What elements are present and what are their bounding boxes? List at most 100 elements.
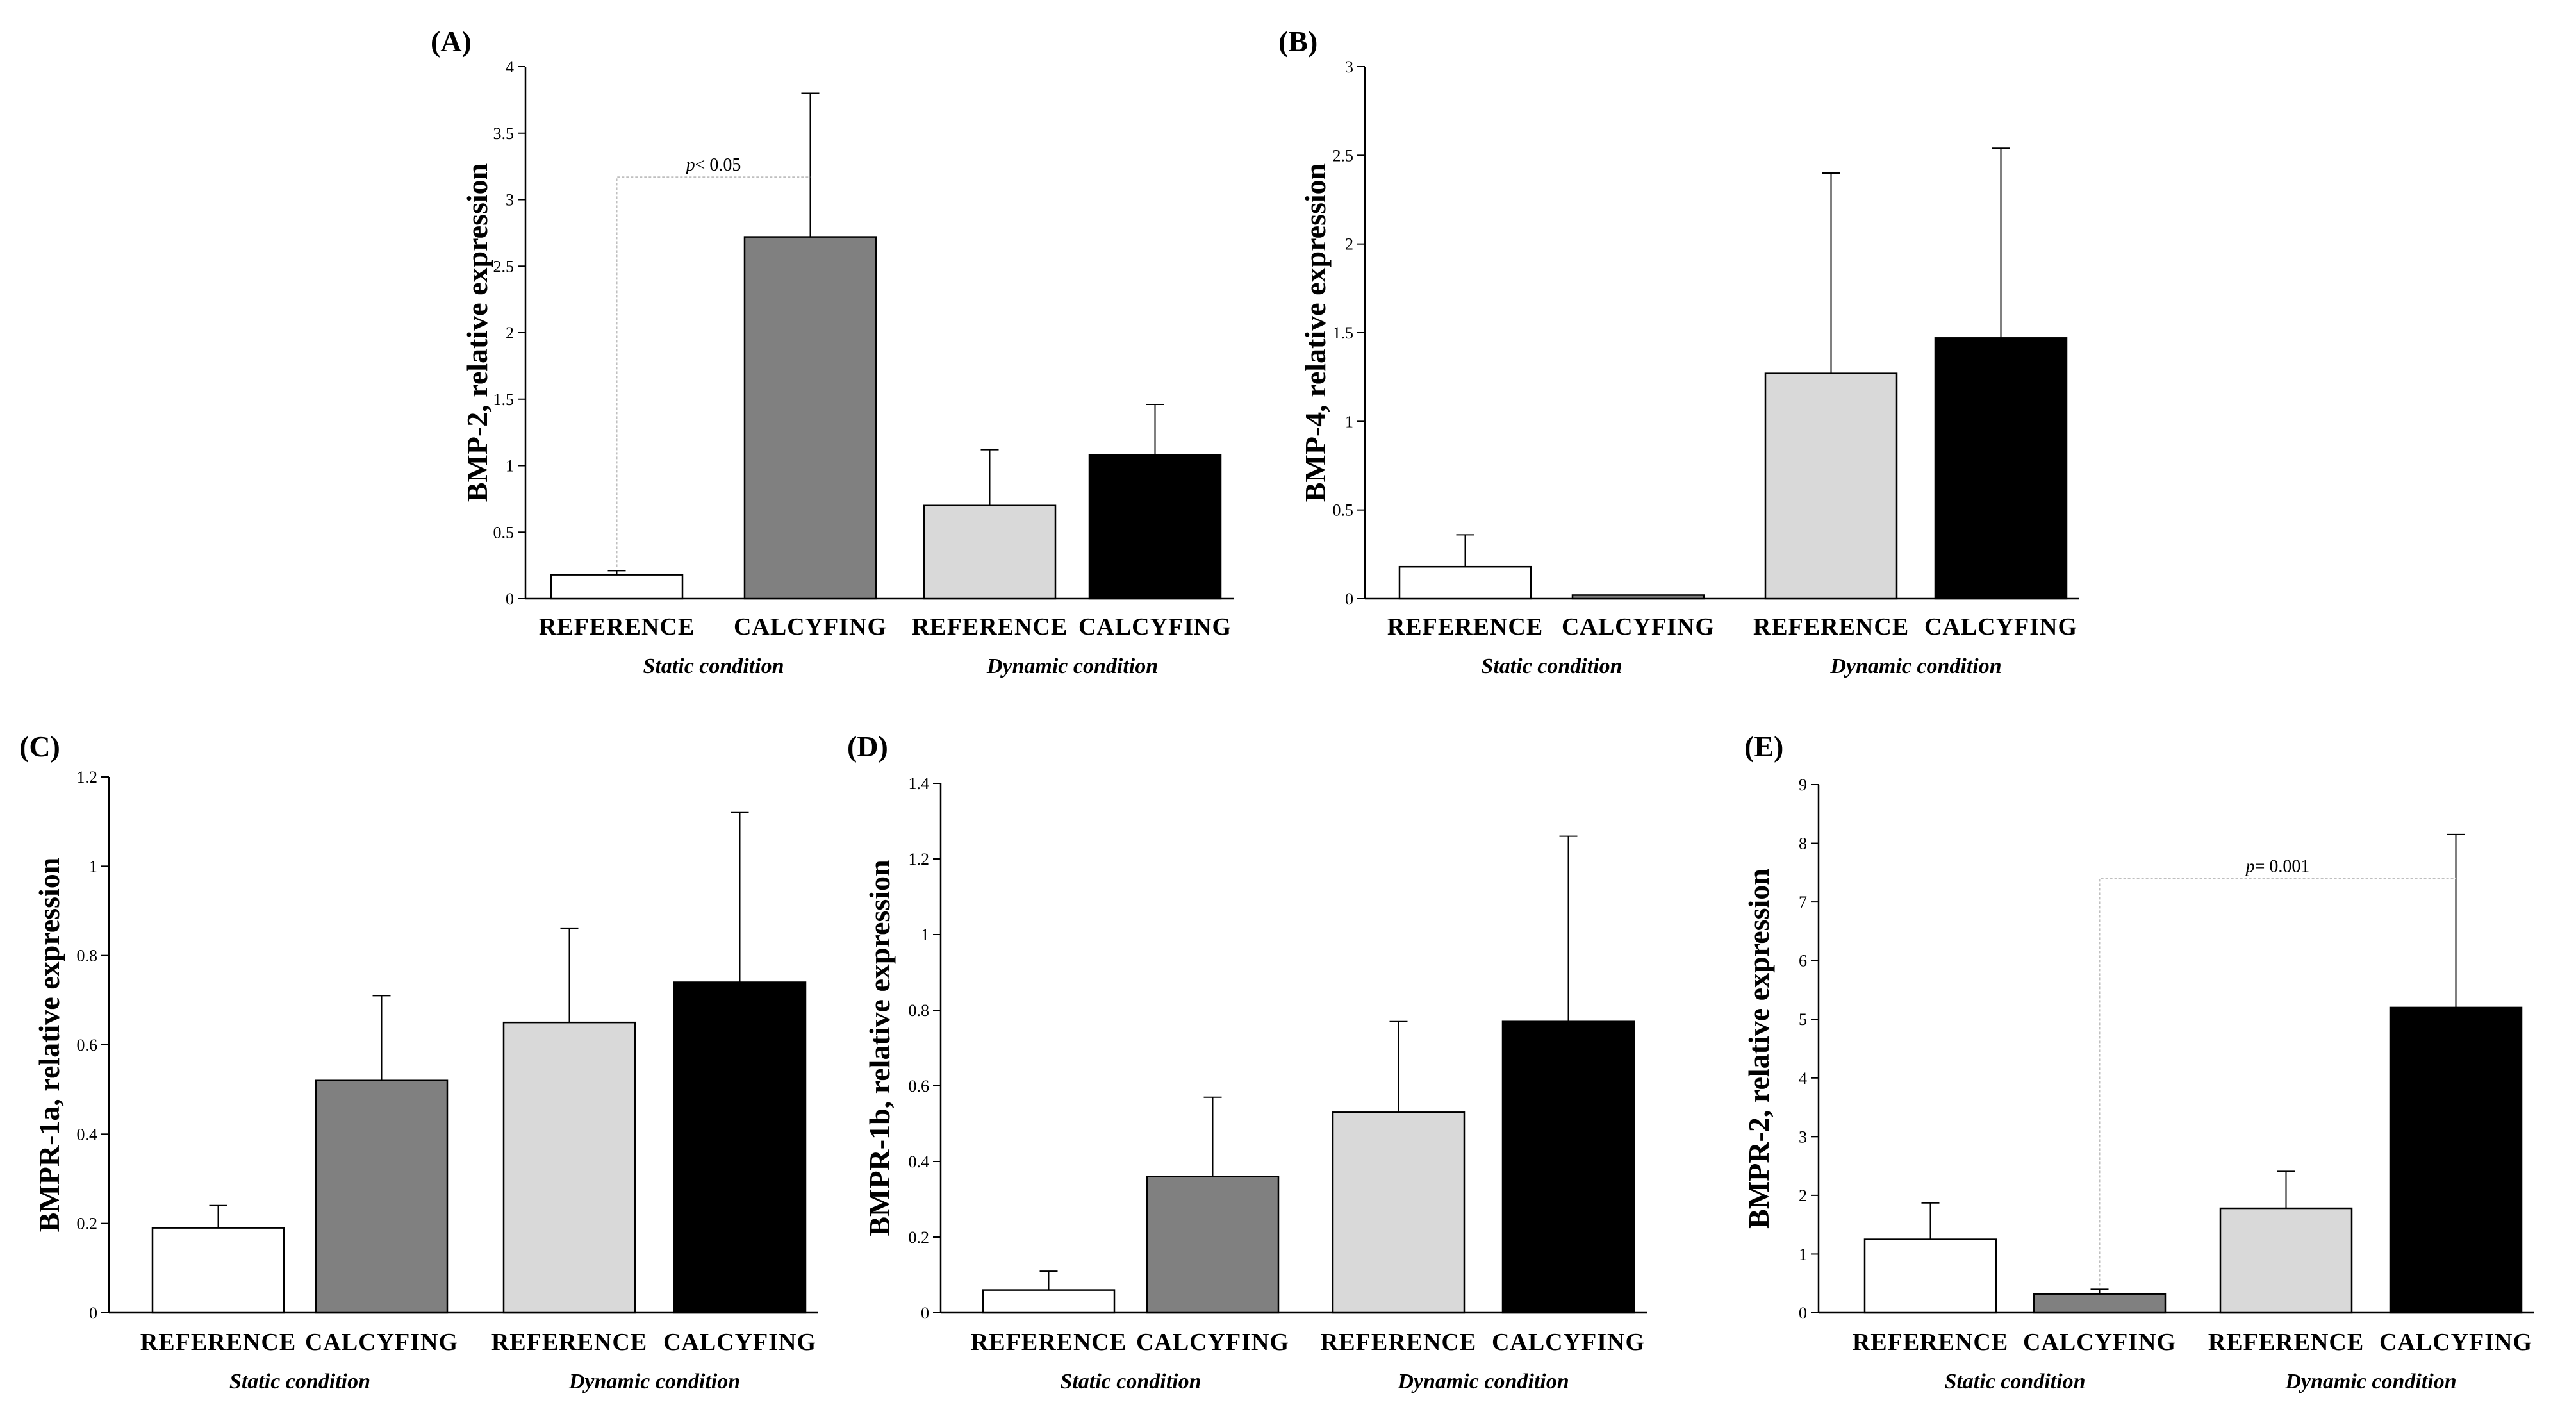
panel-d: (D) BMPR-1b, relative expression 0 0.2 0.4 0.…	[847, 730, 1647, 1393]
y-tick-label: 3	[506, 191, 514, 210]
group-label-static: Static condition	[229, 1370, 370, 1393]
y-tick-label: 1	[506, 457, 514, 476]
y-tick-label: 1.5	[493, 390, 515, 409]
significance-p: p	[2245, 856, 2255, 876]
bar	[743, 236, 877, 600]
y-tick-label: 6	[1799, 952, 1807, 970]
category-label: CALCYFING	[1562, 613, 1715, 640]
bar	[2389, 1006, 2523, 1314]
bar	[315, 1079, 449, 1314]
category-label: REFERENCE	[1853, 1329, 2008, 1356]
significance-label: p= 0.001	[2245, 856, 2310, 876]
y-tick-label: 0.6	[909, 1077, 930, 1095]
category-label: CALCYFING	[305, 1329, 458, 1356]
group-label-static: Static condition	[1060, 1370, 1201, 1393]
panel-letter: (C)	[19, 730, 60, 763]
significance-value: = 0.001	[2255, 856, 2310, 876]
significance-value: < 0.05	[695, 155, 741, 175]
bar	[550, 574, 684, 600]
y-tick-label: 0.4	[909, 1152, 930, 1171]
category-label: CALCYFING	[1924, 613, 2077, 640]
panel-c: (C) BMPR-1a, relative expression 0 0.2 0.4 0.…	[19, 730, 818, 1393]
category-label: CALCYFING	[2023, 1329, 2176, 1356]
y-tick-label: 0.6	[77, 1036, 98, 1054]
y-axis-label: BMP-2, relative expression	[461, 163, 493, 502]
category-label: REFERENCE	[1321, 1329, 1476, 1356]
bar	[2033, 1293, 2167, 1314]
y-tick-label: 4	[1799, 1069, 1807, 1088]
bar	[1571, 594, 1705, 600]
category-label: CALCYFING	[663, 1329, 816, 1356]
y-tick-label: 0.8	[77, 947, 98, 965]
bar	[1398, 565, 1532, 600]
panel-a: (A) BMP-2, relative expression 0 0.5 1 1.5 2 2.…	[431, 25, 1234, 678]
bar	[1146, 1176, 1280, 1314]
y-tick-label: 0.4	[77, 1125, 98, 1144]
bar	[923, 504, 1057, 600]
y-tick-label: 2	[506, 324, 514, 342]
y-tick-label: 1	[89, 857, 97, 876]
y-tick-label: 0.2	[909, 1228, 930, 1247]
panel-b: (B) BMP-4, relative expression 0 0.5 1 1.5 2 2.…	[1278, 25, 2079, 678]
y-tick-label: 0	[506, 590, 514, 608]
bar	[673, 981, 807, 1314]
panel-e: (E) BMPR-2, relative expression 0 1 2 3 4 5 6 7 8 9…	[1742, 730, 2534, 1393]
y-tick-label: 1	[1345, 412, 1353, 431]
bar	[1332, 1111, 1466, 1314]
category-label: CALCYFING	[1136, 1329, 1289, 1356]
bar	[2219, 1207, 2353, 1314]
group-label-static: Static condition	[643, 654, 784, 678]
bar	[1863, 1238, 1997, 1314]
bar	[1088, 454, 1222, 600]
bar	[151, 1227, 285, 1314]
y-tick-label: 1.2	[909, 850, 930, 869]
y-tick-label: 3.5	[493, 124, 515, 143]
y-tick-label: 4	[506, 58, 514, 76]
category-label: REFERENCE	[539, 613, 695, 640]
bar	[1501, 1020, 1635, 1314]
group-label-dynamic: Dynamic condition	[1397, 1370, 1569, 1393]
group-label-dynamic: Dynamic condition	[2284, 1370, 2456, 1393]
group-label-static: Static condition	[1481, 654, 1622, 678]
y-tick-label: 1.5	[1333, 324, 1354, 342]
y-axis-label: BMPR-1b, relative expression	[863, 860, 896, 1236]
bar	[982, 1289, 1116, 1314]
y-tick-label: 0.5	[493, 523, 515, 542]
y-tick-label: 1	[1799, 1245, 1807, 1263]
y-tick-label: 0	[89, 1304, 97, 1322]
significance-bracket	[2099, 878, 2456, 1286]
category-label: CALCYFING	[2379, 1329, 2532, 1356]
y-tick-label: 2.5	[1333, 146, 1354, 165]
significance-label: p< 0.05	[685, 155, 741, 175]
bar	[502, 1021, 636, 1314]
category-label: REFERENCE	[1753, 613, 1909, 640]
y-axis-label: BMPR-2, relative expression	[1742, 869, 1775, 1229]
group-label-dynamic: Dynamic condition	[1829, 654, 2001, 678]
category-label: REFERENCE	[971, 1329, 1127, 1356]
bar	[1764, 372, 1898, 600]
category-label: REFERENCE	[140, 1329, 296, 1356]
panel-letter: (A)	[431, 25, 472, 58]
y-tick-label: 8	[1799, 835, 1807, 853]
y-tick-label: 0.8	[909, 1001, 930, 1020]
y-tick-label: 1.4	[909, 774, 930, 793]
y-tick-label: 1.2	[77, 768, 98, 786]
y-tick-label: 0.5	[1333, 501, 1354, 520]
group-label-static: Static condition	[1944, 1370, 2085, 1393]
group-label-dynamic: Dynamic condition	[986, 654, 1158, 678]
category-label: CALCYFING	[734, 613, 887, 640]
y-tick-label: 5	[1799, 1010, 1807, 1029]
y-tick-label: 0	[1345, 590, 1353, 608]
y-tick-label: 0.2	[77, 1215, 98, 1233]
y-axis-label: BMPR-1a, relative expression	[33, 858, 65, 1233]
y-tick-label: 3	[1799, 1127, 1807, 1146]
y-tick-label: 2	[1345, 235, 1353, 254]
y-tick-label: 0	[1799, 1304, 1807, 1322]
significance-p: p	[685, 155, 695, 175]
y-tick-label: 3	[1345, 58, 1353, 76]
y-tick-label: 2.5	[493, 257, 515, 276]
panel-letter: (B)	[1278, 25, 1317, 58]
category-label: REFERENCE	[2208, 1329, 2364, 1356]
category-label: REFERENCE	[491, 1329, 647, 1356]
